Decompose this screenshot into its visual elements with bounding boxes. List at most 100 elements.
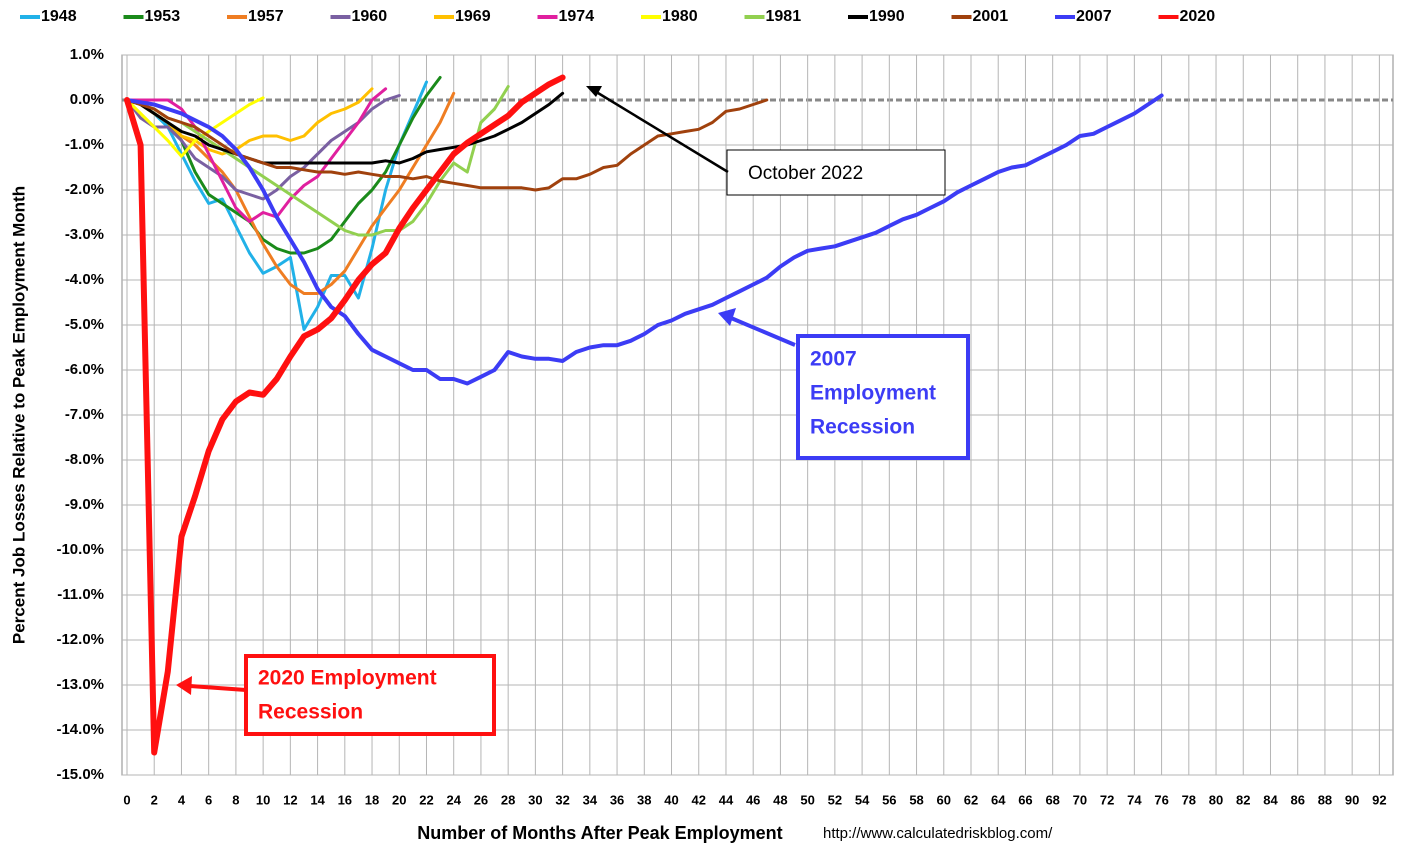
x-tick-label: 86 xyxy=(1290,792,1304,807)
legend-label: 1948 xyxy=(41,8,77,25)
legend-label: 1960 xyxy=(352,8,388,25)
x-tick-label: 28 xyxy=(501,792,515,807)
legend-label: 2007 xyxy=(1076,8,1112,25)
series-line xyxy=(125,96,265,158)
annotation: Recession xyxy=(810,416,915,439)
y-tick-label: -9.0% xyxy=(65,496,104,513)
x-tick-label: 50 xyxy=(800,792,814,807)
y-tick-label: -15.0% xyxy=(56,766,104,783)
annotation-arrow xyxy=(189,684,247,692)
annotation-box xyxy=(244,654,496,736)
y-tick-label: -1.0% xyxy=(65,136,104,153)
x-tick-label: 70 xyxy=(1073,792,1087,807)
series-line xyxy=(125,91,565,165)
x-tick-label: 20 xyxy=(392,792,406,807)
x-tick-label: 58 xyxy=(909,792,923,807)
x-tick-label: 12 xyxy=(283,792,297,807)
series-line xyxy=(125,85,510,237)
x-tick-label: 68 xyxy=(1045,792,1059,807)
x-tick-label: 74 xyxy=(1127,792,1142,807)
legend-label: 2020 xyxy=(1180,8,1216,25)
x-tick-label: 42 xyxy=(692,792,706,807)
annotation: 2007 xyxy=(810,348,857,371)
series-line xyxy=(124,74,566,756)
x-tick-label: 92 xyxy=(1372,792,1386,807)
y-tick-label: -5.0% xyxy=(65,316,104,333)
legend: 1948 1953 1957 1960 1969 1974 1980 1981 1990 2001… xyxy=(20,8,1215,25)
legend-label: 1974 xyxy=(559,8,595,25)
x-tick-label: 22 xyxy=(419,792,433,807)
y-tick-label: -13.0% xyxy=(56,676,104,693)
x-tick-label: 56 xyxy=(882,792,896,807)
y-tick-label: -14.0% xyxy=(56,721,104,738)
arrow-head xyxy=(176,676,192,695)
y-tick-label: -2.0% xyxy=(65,181,104,198)
legend-label: 1981 xyxy=(766,8,802,25)
legend-label: 2001 xyxy=(973,8,1009,25)
y-tick-label: -10.0% xyxy=(56,541,104,558)
x-tick-label: 72 xyxy=(1100,792,1114,807)
y-tick-label: -11.0% xyxy=(57,586,104,603)
x-tick-label: 26 xyxy=(474,792,488,807)
legend-label: 1957 xyxy=(248,8,284,25)
annotation: Employment xyxy=(810,382,936,405)
y-tick-label: 0.0% xyxy=(70,91,104,108)
x-tick-label: 52 xyxy=(828,792,842,807)
annotation: Recession xyxy=(258,701,363,724)
x-tick-label: 18 xyxy=(365,792,379,807)
y-tick-label: -8.0% xyxy=(65,451,104,468)
x-tick-label: 0 xyxy=(123,792,130,807)
x-tick-label: 54 xyxy=(855,792,870,807)
arrow-head xyxy=(718,308,736,326)
x-tick-label: 62 xyxy=(964,792,978,807)
series-line xyxy=(125,87,388,223)
x-tick-label: 78 xyxy=(1182,792,1196,807)
y-tick-label: 1.0% xyxy=(70,46,104,63)
legend-label: 1969 xyxy=(455,8,491,25)
x-tick-label: 30 xyxy=(528,792,542,807)
x-tick-label: 66 xyxy=(1018,792,1032,807)
y-tick-label: -12.0% xyxy=(56,631,104,648)
x-tick-label: 36 xyxy=(610,792,624,807)
series-line xyxy=(125,94,401,201)
annotation-box xyxy=(796,334,970,460)
x-tick-label: 16 xyxy=(338,792,352,807)
series-line xyxy=(125,98,769,192)
x-tick-label: 82 xyxy=(1236,792,1250,807)
x-tick-label: 4 xyxy=(178,792,186,807)
x-tick-label: 88 xyxy=(1318,792,1332,807)
x-tick-label: 84 xyxy=(1263,792,1278,807)
x-tick-label: 46 xyxy=(746,792,760,807)
x-tick-label: 76 xyxy=(1154,792,1168,807)
x-tick-label: 14 xyxy=(310,792,325,807)
y-tick-label: -3.0% xyxy=(65,226,104,243)
annotation: October 2022 xyxy=(748,163,863,184)
x-tick-label: 60 xyxy=(937,792,951,807)
x-tick-label: 32 xyxy=(555,792,569,807)
x-tick-label: 6 xyxy=(205,792,212,807)
x-tick-label: 80 xyxy=(1209,792,1223,807)
legend-label: 1953 xyxy=(145,8,181,25)
source: http://www.calculatedriskblog.com/ xyxy=(823,825,1053,842)
x-tick-label: 64 xyxy=(991,792,1006,807)
annotation-arrow xyxy=(730,316,796,347)
legend-label: 1980 xyxy=(662,8,698,25)
x-tick-label: 2 xyxy=(151,792,158,807)
y-axis-label: Percent Job Losses Relative to Peak Empl… xyxy=(9,186,28,644)
x-tick-label: 8 xyxy=(232,792,239,807)
x-tick-label: 44 xyxy=(719,792,734,807)
x-axis-label: Number of Months After Peak Employment xyxy=(417,823,782,843)
x-tick-label: 38 xyxy=(637,792,651,807)
y-tick-label: -4.0% xyxy=(65,271,104,288)
annotation: 2020 Employment xyxy=(258,667,437,690)
y-tick-label: -7.0% xyxy=(65,406,104,423)
series-line xyxy=(125,93,1164,386)
x-tick-label: 40 xyxy=(664,792,678,807)
y-tick-label: -6.0% xyxy=(65,361,104,378)
x-tick-label: 48 xyxy=(773,792,787,807)
legend-label: 1990 xyxy=(869,8,905,25)
x-tick-label: 90 xyxy=(1345,792,1359,807)
arrow-head xyxy=(586,86,602,97)
lines xyxy=(124,74,1164,756)
